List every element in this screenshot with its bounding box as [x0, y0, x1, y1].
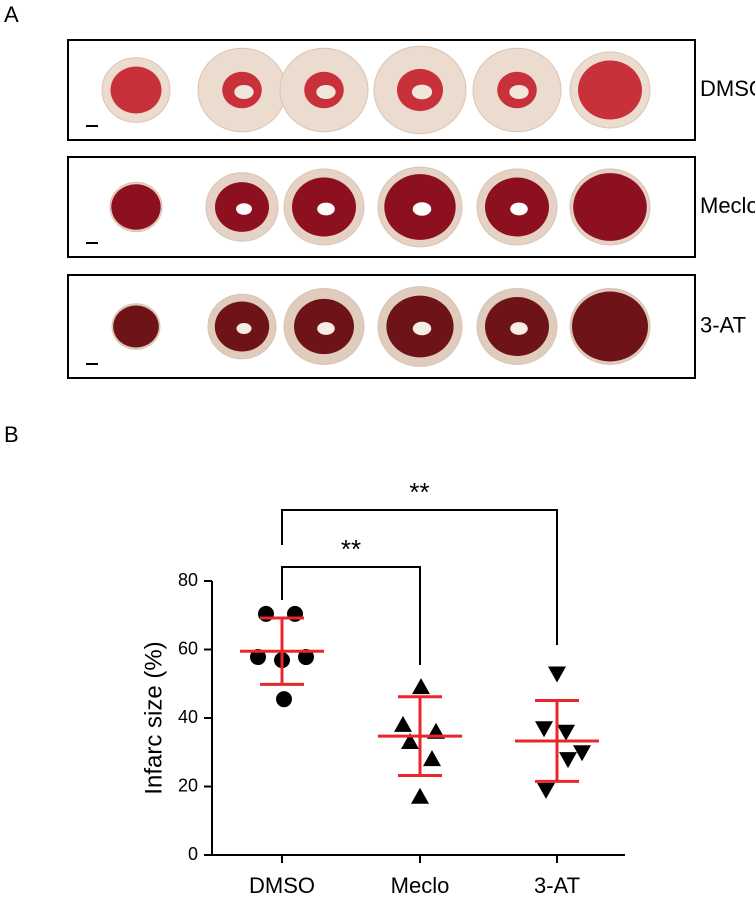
data-point — [401, 732, 419, 749]
significance-label: ** — [341, 534, 361, 564]
data-point — [573, 745, 591, 762]
data-point — [535, 721, 553, 738]
y-tick-label: 80 — [178, 570, 198, 590]
y-tick-label: 0 — [188, 844, 198, 864]
slice-infarct — [111, 184, 161, 230]
data-point — [411, 787, 429, 804]
data-point — [250, 649, 266, 666]
data-point — [423, 750, 441, 767]
slice-lumen — [411, 84, 433, 100]
slice-lumen — [317, 322, 335, 335]
x-tick-label: DMSO — [249, 873, 315, 898]
x-tick-label: Meclo — [391, 873, 450, 898]
data-point — [276, 691, 292, 708]
slice-infarct — [110, 66, 162, 114]
y-tick-label: 40 — [178, 707, 198, 727]
slice-lumen — [316, 84, 336, 100]
heart-slices — [67, 39, 696, 379]
panel-label: B — [4, 422, 19, 447]
data-point — [559, 752, 577, 769]
significance-bracket — [281, 566, 421, 665]
y-tick-label: 20 — [178, 775, 198, 795]
row-label: 3-AT — [700, 312, 746, 337]
slice-lumen — [236, 323, 252, 334]
data-point — [412, 678, 430, 695]
slice-lumen — [510, 202, 528, 216]
slice-infarct — [573, 173, 647, 241]
data-point — [548, 666, 566, 683]
y-tick-label: 60 — [178, 638, 198, 658]
slice-infarct — [578, 60, 642, 120]
slice-infarct — [113, 305, 159, 348]
panel-label: A — [4, 2, 19, 27]
x-tick-label: 3-AT — [534, 873, 580, 898]
data-point — [298, 649, 314, 666]
slice-lumen — [236, 203, 252, 215]
significance-bracket — [281, 509, 558, 645]
slice-lumen — [509, 84, 529, 100]
row-label: Meclo — [700, 193, 755, 218]
data-point — [557, 724, 575, 741]
slice-lumen — [412, 321, 432, 336]
slice-lumen — [510, 322, 528, 335]
data-point — [537, 782, 555, 799]
slice-lumen — [317, 202, 335, 216]
row-label: DMSO — [700, 76, 755, 101]
data-point — [394, 715, 412, 732]
slice-lumen — [234, 84, 254, 100]
significance-label: ** — [409, 477, 429, 507]
slice-infarct — [572, 291, 648, 362]
y-axis-label: Infarc size (%) — [140, 641, 167, 794]
slice-lumen — [412, 202, 432, 216]
